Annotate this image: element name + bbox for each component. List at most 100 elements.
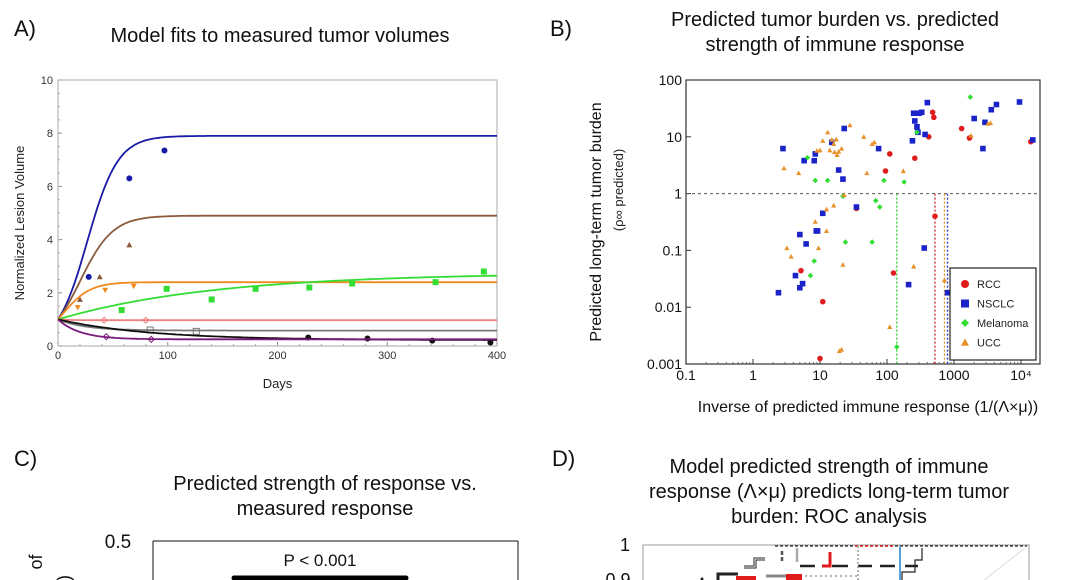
roc-curve-red-seg (736, 576, 756, 580)
data-point-nsclc (971, 115, 977, 122)
data-point-ucc (823, 228, 830, 234)
data-point-nsclc (797, 284, 803, 291)
data-point-nsclc (780, 145, 786, 152)
data-point-green (118, 307, 125, 314)
data-point-nsclc (982, 119, 988, 126)
data-point-ucc (847, 122, 853, 128)
series-curve-purple (57, 318, 497, 341)
roc-diagonal (983, 547, 1026, 580)
legend: RCC NSCLC Melanoma UCC (949, 267, 1037, 361)
data-point-nsclc (918, 109, 925, 116)
y-tick-label: 0 (47, 341, 53, 353)
panel-d-title: Model predicted strength of immune respo… (590, 455, 1068, 530)
x-tick-label: 100 (875, 367, 899, 383)
data-point-melanoma (824, 177, 831, 184)
series-curve-green (57, 274, 497, 321)
roc-curve-step-inner (744, 558, 765, 568)
series-curve-brown (57, 214, 497, 320)
data-point-ucc (968, 132, 974, 138)
panel-c-label: C) (14, 446, 38, 471)
data-point-nsclc (875, 145, 882, 152)
data-point-green (432, 279, 439, 286)
data-point-nsclc (775, 289, 782, 296)
data-point-melanoma (893, 344, 900, 350)
data-point-blue (126, 175, 133, 182)
y-tick-label: 1 (620, 535, 630, 555)
roc-curve-red (822, 552, 832, 568)
data-point-melanoma (869, 239, 875, 245)
panel-a-title: Model fits to measured tumor volumes (110, 25, 450, 47)
data-point-nsclc (841, 125, 848, 132)
data-point-melanoma (812, 177, 819, 184)
data-point-rcc (798, 267, 804, 274)
series-curve-gray (57, 318, 497, 332)
y-tick-label: 0.9 (605, 570, 630, 580)
data-point-nsclc (828, 139, 835, 146)
roc-curve-step2 (716, 572, 738, 580)
legend-marker-rcc (961, 280, 969, 288)
data-point-nsclc (792, 272, 799, 279)
data-point-brown (126, 241, 133, 248)
data-point-gray (192, 327, 200, 335)
data-point-blue (85, 273, 92, 280)
data-point-ucc (941, 277, 948, 283)
roc-curve-red-seg (786, 574, 802, 580)
data-point-ucc (911, 263, 917, 269)
data-point-nsclc (914, 123, 920, 130)
data-point-green (306, 284, 313, 291)
data-point-ucc (820, 138, 826, 143)
data-point-nsclc (797, 231, 803, 238)
data-point-nsclc (811, 157, 818, 164)
data-point-rcc (819, 298, 826, 305)
y-tick-label: 0.1 (663, 242, 683, 258)
data-point-ucc (812, 219, 818, 224)
data-point-ucc (833, 136, 839, 142)
data-point-ucc (834, 152, 840, 157)
panel-c-title: Predicted strength of response vs. measu… (110, 472, 540, 522)
y-axis-label-paren: ) (54, 575, 74, 580)
data-point-ucc (900, 168, 906, 174)
data-point-green (349, 280, 356, 287)
data-point-ucc (788, 253, 794, 259)
data-point-brown (76, 296, 83, 302)
data-point-green (480, 268, 487, 275)
data-point-ucc (781, 165, 787, 171)
data-point-rcc (882, 168, 889, 174)
data-point-pink (100, 316, 108, 324)
data-point-nsclc (988, 106, 995, 113)
y-tick-label: 2 (47, 288, 53, 300)
data-point-ucc (815, 245, 822, 251)
data-point-melanoma (804, 154, 811, 161)
y-tick-label: 0.5 (105, 532, 131, 553)
panel-b-title-line1: Predicted tumor burden vs. predicted (671, 9, 999, 31)
data-point-nsclc (814, 228, 821, 234)
legend-label-ucc: UCC (977, 338, 1001, 350)
y-tick-label: 4 (47, 235, 53, 247)
series-curve-orange (57, 281, 497, 320)
x-tick-label: 0.1 (676, 367, 696, 383)
y-tick-label: 10 (666, 129, 682, 145)
series-curve-pink (57, 318, 497, 322)
data-point-green (163, 285, 170, 292)
data-point-nsclc (835, 167, 842, 173)
data-point-ucc (838, 346, 845, 352)
data-point-nsclc (944, 289, 951, 296)
data-point-blue (161, 147, 168, 154)
data-point-melanoma (842, 239, 849, 245)
data-point-pink (142, 316, 150, 324)
data-point-rcc (958, 125, 965, 132)
data-point-ucc (861, 134, 867, 139)
data-point-rcc (912, 155, 918, 161)
x-tick-label: 1 (749, 367, 757, 383)
data-point-nsclc (840, 176, 846, 182)
panel-d-title-line3: burden: ROC analysis (731, 506, 927, 528)
y-axis-label: of (26, 553, 46, 569)
y-tick-label: 1 (674, 186, 682, 202)
data-point-melanoma (876, 204, 883, 210)
data-point-nsclc (912, 118, 918, 124)
data-point-nsclc (801, 157, 807, 164)
y-axis-label: Normalized Lesion Volume (12, 146, 27, 301)
data-point-purple (102, 332, 110, 341)
data-point-ucc (840, 262, 846, 267)
